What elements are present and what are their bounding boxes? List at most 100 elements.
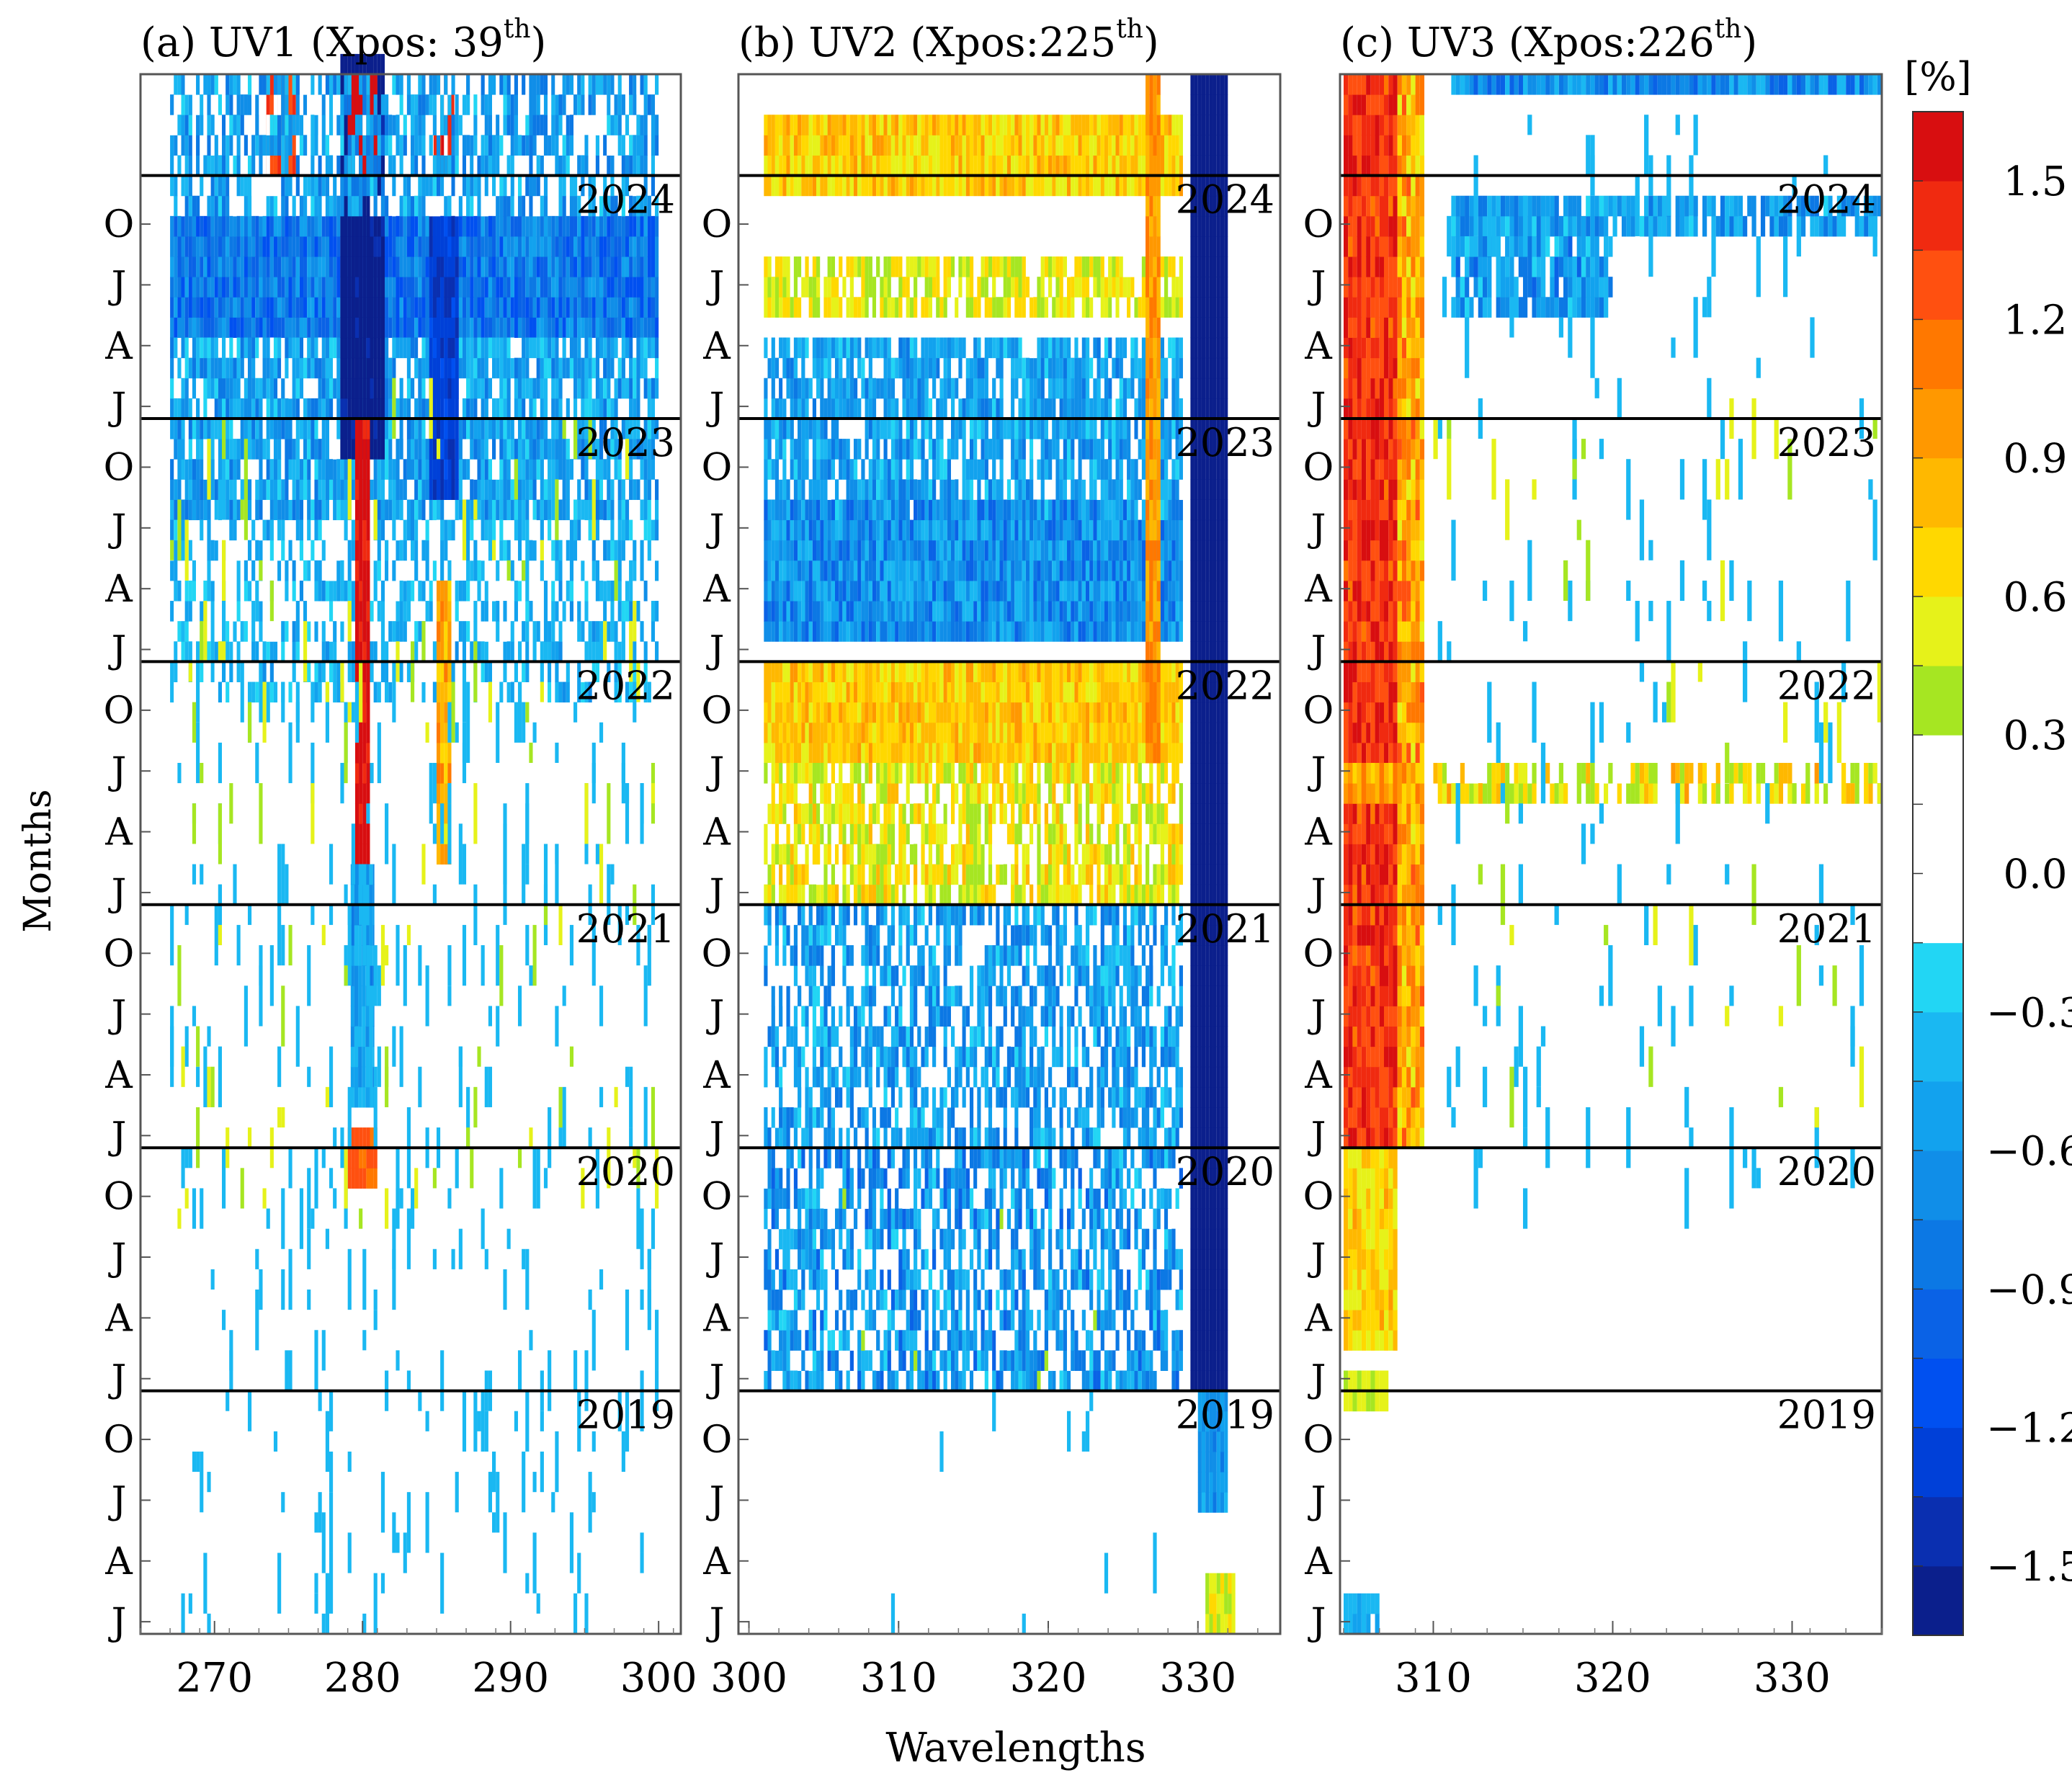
heatmap-cell xyxy=(1093,135,1097,156)
heatmap-cell xyxy=(285,661,289,683)
heatmap-cell xyxy=(347,661,352,683)
heatmap-cell xyxy=(774,277,780,298)
heatmap-cell xyxy=(573,601,578,622)
heatmap-cell xyxy=(636,1148,640,1189)
heatmap-cell xyxy=(362,215,367,237)
heatmap-cell xyxy=(636,479,640,500)
x-tick-label: 300 xyxy=(620,1655,697,1702)
heatmap-cell xyxy=(399,661,403,683)
heatmap-cell xyxy=(481,439,485,460)
heatmap-cell xyxy=(499,439,504,460)
heatmap-cell xyxy=(380,94,385,115)
heatmap-cell xyxy=(321,115,326,135)
heatmap-cell xyxy=(340,621,344,642)
heatmap-cell xyxy=(295,115,300,135)
heatmap-cell xyxy=(288,256,293,277)
heatmap-cell xyxy=(614,94,618,115)
heatmap-cell xyxy=(218,742,223,784)
heatmap-cell xyxy=(362,175,367,197)
heatmap-cell xyxy=(1059,135,1063,156)
heatmap-cell xyxy=(764,135,768,156)
heatmap-cell xyxy=(222,601,226,622)
heatmap-cell xyxy=(329,621,334,642)
heatmap-cell xyxy=(362,641,367,662)
heatmap-cell xyxy=(436,702,441,723)
heatmap-cell xyxy=(510,479,514,500)
heatmap-cell xyxy=(399,155,403,176)
heatmap-cell xyxy=(595,479,599,500)
heatmap-cell xyxy=(529,540,533,561)
heatmap-cell xyxy=(281,236,285,257)
heatmap-cell xyxy=(440,439,445,460)
heatmap-cell xyxy=(532,115,537,135)
heatmap-cell xyxy=(418,418,422,439)
heatmap-cell xyxy=(503,682,507,703)
heatmap-cell xyxy=(477,74,481,95)
heatmap-cell xyxy=(790,135,794,156)
heatmap-cell xyxy=(347,175,352,197)
heatmap-cell xyxy=(610,94,615,115)
heatmap-cell xyxy=(177,418,182,439)
heatmap-cell xyxy=(225,175,230,197)
heatmap-cell xyxy=(359,135,363,156)
heatmap-cell xyxy=(259,519,263,541)
heatmap-cell xyxy=(988,175,993,197)
heatmap-cell xyxy=(214,94,218,115)
heatmap-cell xyxy=(617,621,622,642)
heatmap-cell xyxy=(359,519,363,541)
heatmap-cell xyxy=(214,418,218,439)
heatmap-cell xyxy=(643,175,648,197)
heatmap-cell xyxy=(529,297,533,318)
heatmap-cell xyxy=(203,398,207,419)
heatmap-cell xyxy=(1037,175,1041,197)
heatmap-cell xyxy=(914,115,918,135)
heatmap-cell xyxy=(174,682,178,703)
heatmap-cell xyxy=(522,459,526,480)
heatmap-cell xyxy=(273,621,278,642)
heatmap-cell xyxy=(462,215,467,237)
heatmap-cell xyxy=(581,580,585,602)
heatmap-cell xyxy=(444,722,448,743)
heatmap-cell xyxy=(555,742,559,763)
heatmap-cell xyxy=(532,499,537,521)
heatmap-cell xyxy=(369,904,373,926)
heatmap-cell xyxy=(816,135,821,156)
heatmap-cell xyxy=(522,236,526,257)
heatmap-cell xyxy=(214,377,218,399)
heatmap-cell xyxy=(643,337,648,359)
heatmap-cell xyxy=(444,297,448,318)
heatmap-cell xyxy=(610,580,615,602)
heatmap-cell xyxy=(440,337,445,359)
heatmap-cell xyxy=(569,560,574,581)
heatmap-cell xyxy=(406,459,411,480)
heatmap-cell xyxy=(277,135,282,156)
heatmap-cell xyxy=(244,661,248,683)
month-tick-label: J xyxy=(108,385,127,429)
heatmap-cell xyxy=(436,135,441,156)
heatmap-cell xyxy=(573,317,578,339)
heatmap-cell xyxy=(170,1006,174,1067)
heatmap-cell xyxy=(1127,175,1131,197)
heatmap-cell xyxy=(473,215,478,237)
heatmap-cell xyxy=(621,519,625,541)
heatmap-cell xyxy=(569,337,574,359)
heatmap-cell xyxy=(514,1411,518,1431)
heatmap-cell xyxy=(451,357,455,379)
heatmap-cell xyxy=(548,499,552,521)
heatmap-cell xyxy=(225,115,230,135)
heatmap-cell xyxy=(370,215,374,237)
heatmap-cell xyxy=(314,175,318,197)
heatmap-cell xyxy=(444,661,448,683)
heatmap-cell xyxy=(540,256,544,277)
heatmap-cell xyxy=(643,459,648,480)
heatmap-cell xyxy=(240,337,244,359)
heatmap-cell xyxy=(436,682,441,703)
heatmap-cell xyxy=(281,215,285,237)
heatmap-cell xyxy=(336,94,341,115)
heatmap-cell xyxy=(610,864,615,885)
heatmap-cell xyxy=(281,540,285,561)
heatmap-cell xyxy=(259,377,263,399)
heatmap-cell xyxy=(640,297,644,318)
heatmap-cell xyxy=(314,1593,318,1614)
heatmap-cell xyxy=(336,682,341,703)
